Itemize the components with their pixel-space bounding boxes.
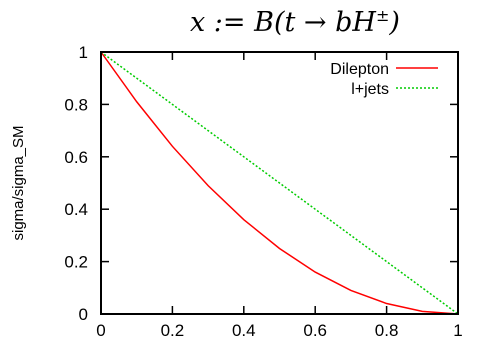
y-tick-label: 0.2 bbox=[64, 253, 88, 272]
y-tick-label: 0.4 bbox=[64, 200, 88, 219]
x-tick-label: 0 bbox=[96, 321, 105, 340]
chart-title: x := B(t → bH±) bbox=[190, 6, 400, 38]
series-line-l-jets bbox=[100, 51, 459, 315]
y-tick-label: 1 bbox=[79, 43, 88, 62]
legend-label: Dilepton bbox=[330, 61, 389, 78]
y-axis-label: sigma/sigma_SM bbox=[10, 125, 27, 240]
tick-labels-layer: 0 0.2 0.4 0.6 0.8 1 0 0.2 0.4 0.6 0.8 1 bbox=[64, 43, 462, 340]
y-tick-label: 0.6 bbox=[64, 148, 88, 167]
series-line-dilepton bbox=[100, 51, 459, 315]
legend: Dilepton l+jets bbox=[330, 61, 438, 98]
chart-title-sup: ± bbox=[375, 6, 390, 25]
plot-frame bbox=[100, 51, 459, 315]
series-layer bbox=[100, 51, 459, 315]
x-tick-label: 1 bbox=[453, 321, 462, 340]
x-tick-label: 0.4 bbox=[232, 321, 256, 340]
y-tick-label: 0 bbox=[79, 305, 88, 324]
y-tick-label: 0.8 bbox=[64, 95, 88, 114]
legend-label: l+jets bbox=[351, 81, 389, 98]
x-tick-label: 0.8 bbox=[375, 321, 399, 340]
x-tick-label: 0.6 bbox=[303, 321, 327, 340]
x-tick-label: 0.2 bbox=[161, 321, 185, 340]
chart-title-main: x := B(t → bH bbox=[190, 7, 376, 38]
